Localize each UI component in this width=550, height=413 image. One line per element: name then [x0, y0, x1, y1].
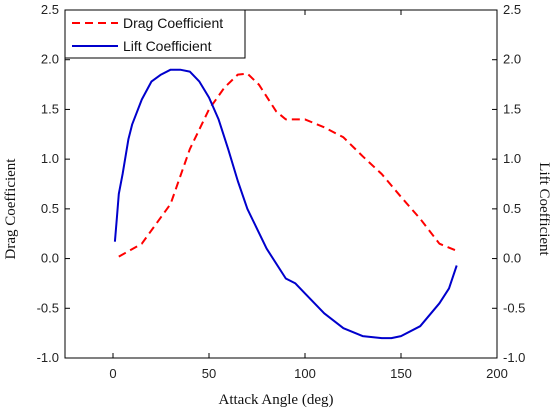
y-right-tick-label: -0.5 — [503, 300, 525, 315]
y-right-tick-label: 0.5 — [503, 201, 521, 216]
legend-label: Lift Coefficient — [123, 38, 212, 54]
y-left-tick-label: 0.0 — [41, 251, 59, 266]
y-left-tick-label: -1.0 — [37, 350, 59, 365]
x-tick-label: 100 — [294, 366, 316, 381]
y-right-tick-label: 1.5 — [503, 101, 521, 116]
x-axis-title: Attack Angle (deg) — [219, 392, 334, 408]
y-right-tick-label: 2.5 — [503, 2, 521, 17]
y-axis-right-title: Lift Coefficient — [536, 162, 550, 256]
y-left-tick-label: 0.5 — [41, 201, 59, 216]
x-tick-label: 150 — [390, 366, 412, 381]
y-right-tick-label: 0.0 — [503, 251, 521, 266]
legend-label: Drag Coefficient — [123, 15, 223, 31]
y-right-tick-label: 2.0 — [503, 52, 521, 67]
y-left-tick-label: 2.5 — [41, 2, 59, 17]
y-left-tick-label: 2.0 — [41, 52, 59, 67]
y-axis-left-title: Drag Coefficient — [3, 158, 19, 260]
legend: Drag Coefficient Lift Coefficient — [64, 9, 246, 59]
x-tick-label: 0 — [109, 366, 116, 381]
y-right-tick-label: 1.0 — [503, 151, 521, 166]
series-line-lift-coefficient — [113, 68, 458, 340]
plot-frame — [64, 9, 498, 359]
legend-box — [64, 9, 246, 59]
y-right-tick-label: -1.0 — [503, 350, 525, 365]
series-line-drag-coefficient — [118, 72, 459, 258]
x-tick-label: 50 — [202, 366, 216, 381]
y-left-tick-label: -0.5 — [37, 300, 59, 315]
y-left-tick-label: 1.5 — [41, 101, 59, 116]
y-left-tick-label: 1.0 — [41, 151, 59, 166]
x-tick-label: 200 — [486, 366, 508, 381]
